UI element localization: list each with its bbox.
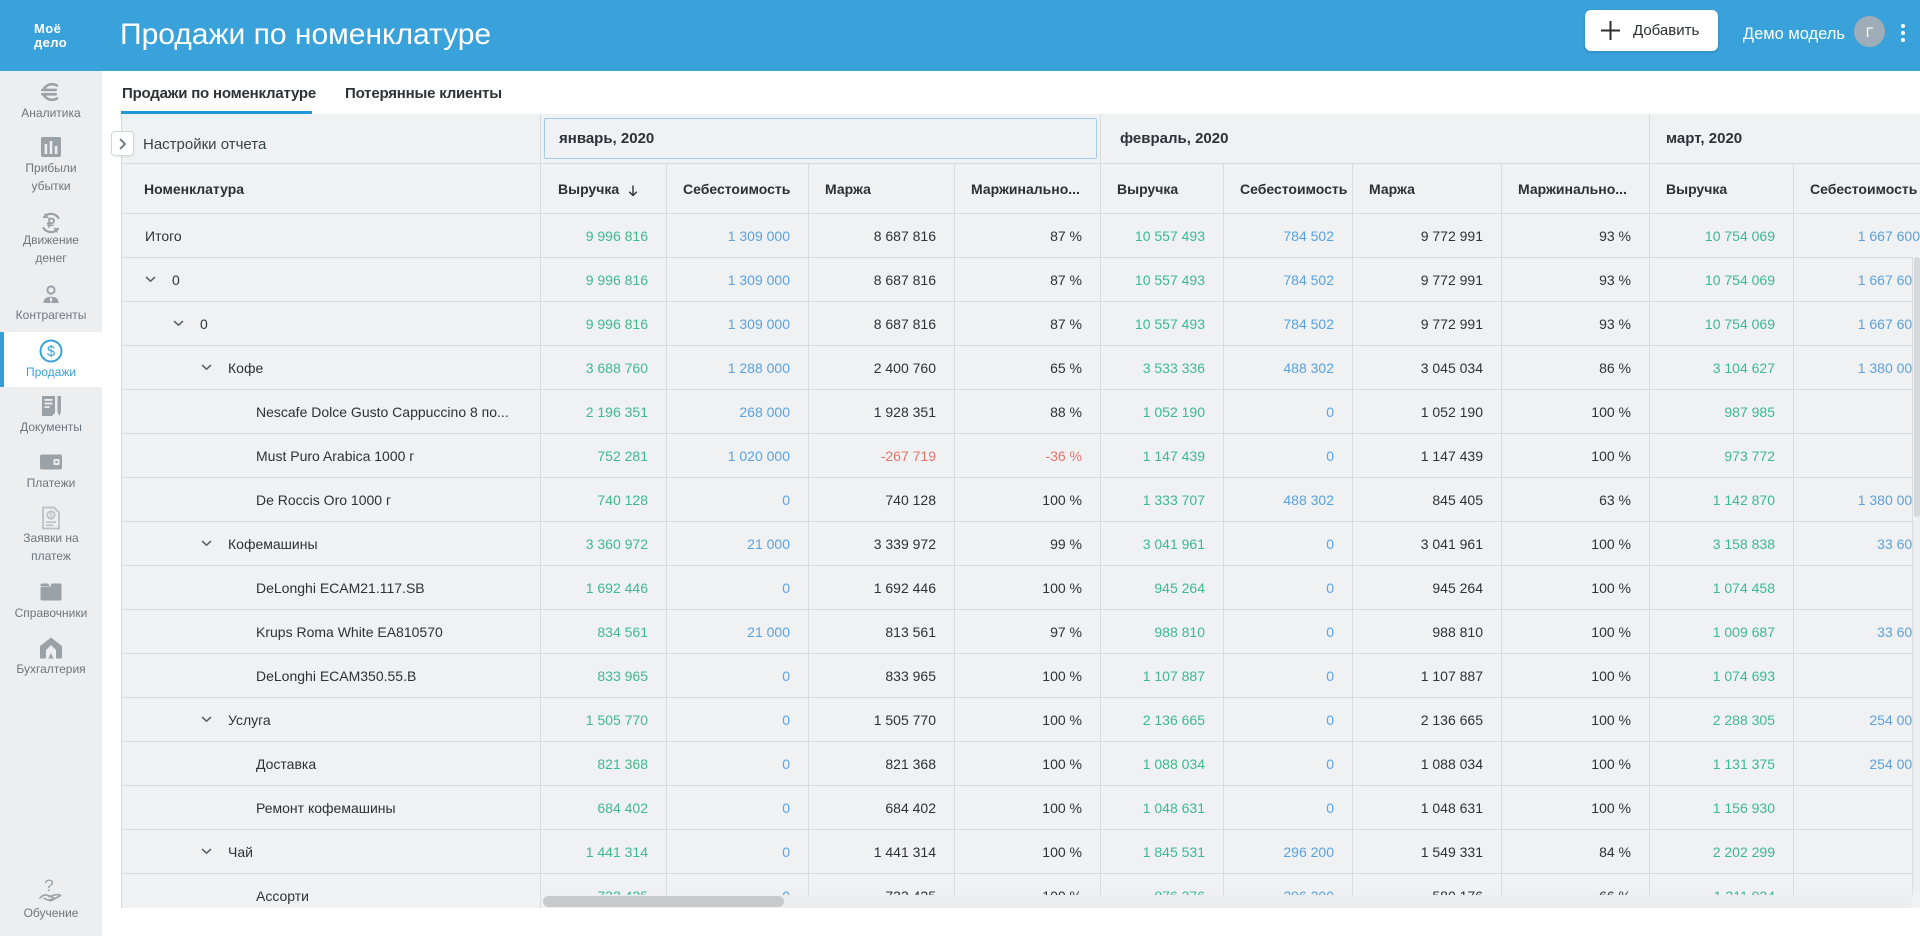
svg-text:₽: ₽ (47, 216, 56, 231)
svg-text:?: ? (44, 876, 53, 895)
svg-text:$: $ (49, 512, 53, 519)
svg-text:$: $ (47, 344, 55, 360)
